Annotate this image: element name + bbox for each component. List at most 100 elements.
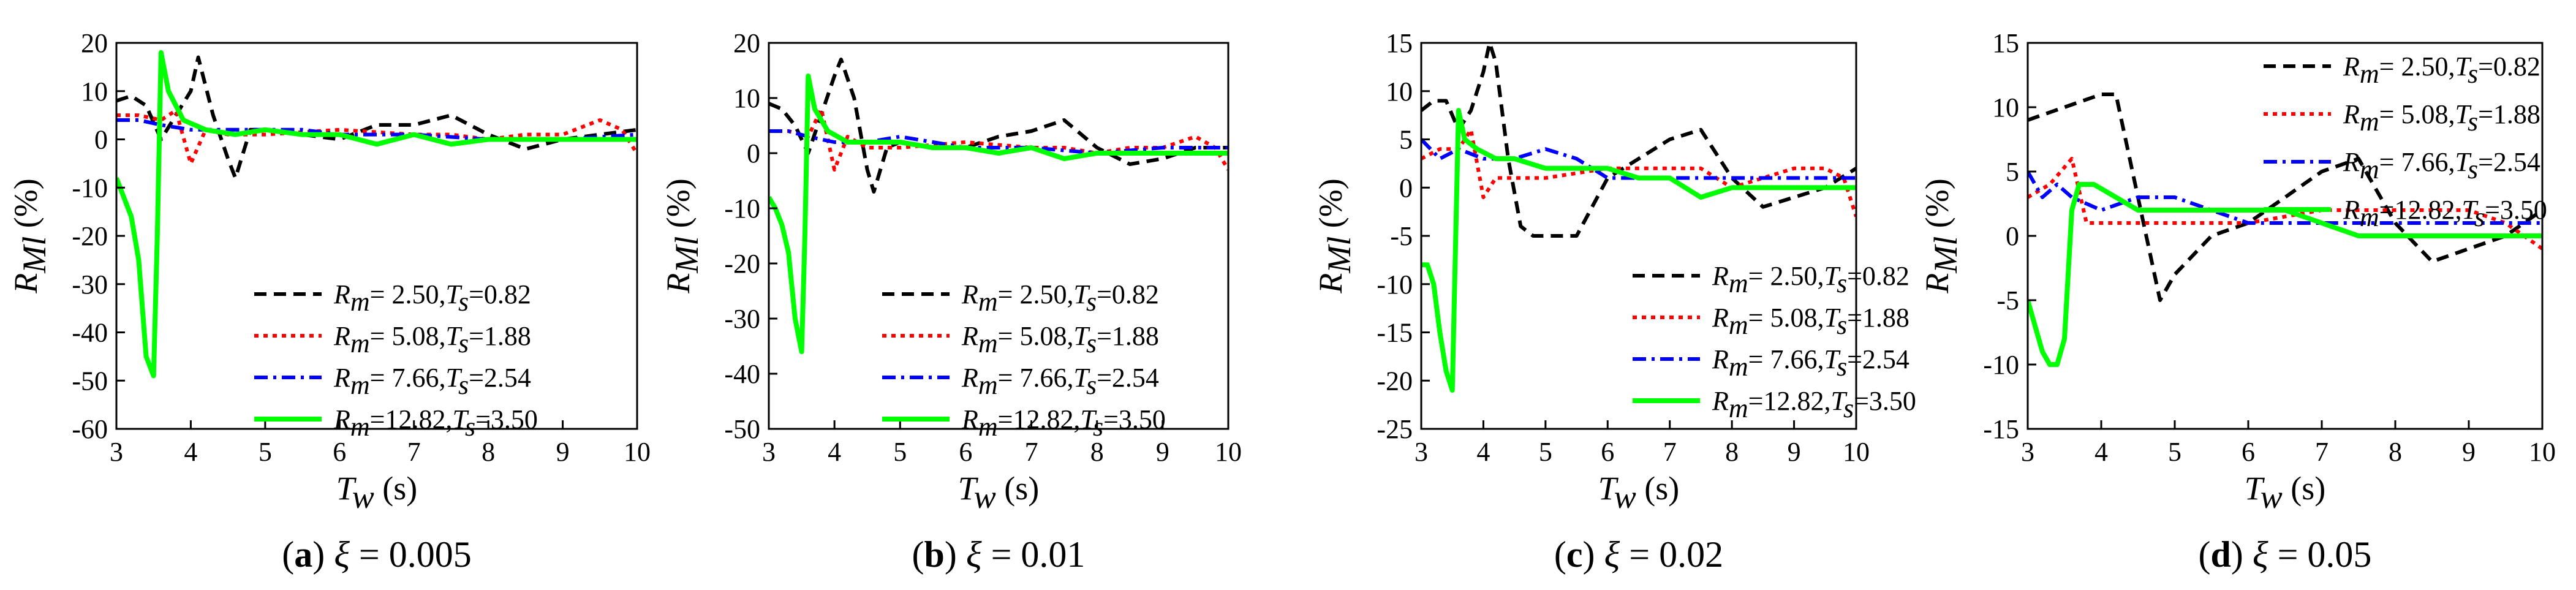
legend-label-4: Rm=12.82,Ts=3.50 — [1712, 386, 1916, 423]
legend-label-1: Rm= 2.50,Ts=0.82 — [2343, 51, 2540, 89]
x-axis-label: Tw (s) — [2245, 470, 2326, 515]
y-axis-label: RMl (%) — [1312, 178, 1358, 293]
y-tick-label: -10 — [1377, 270, 1413, 300]
panel-caption: (d) ξ = 0.05 — [2199, 534, 2372, 575]
x-tick-label: 8 — [2389, 437, 2402, 467]
chart-panel-2: 3 4 5 6 7 8 9 10 -50 -40 -30 -20 -10 0 10 20 Tw (s) RMl (… — [660, 28, 1242, 575]
y-tick-label: -10 — [72, 173, 108, 203]
y-tick-label: -30 — [724, 304, 760, 334]
x-tick-label: 4 — [2094, 437, 2108, 467]
y-axis-label: RMl (%) — [1919, 178, 1964, 293]
y-tick-label: 10 — [81, 77, 108, 107]
chart-panel-3: 3 4 5 6 7 8 9 10 -25 -20 -15 -10 -5 0 5 10 15 Tw (s) RMl (… — [1312, 28, 1916, 575]
y-tick-label: -40 — [72, 318, 108, 348]
series-line-4 — [116, 50, 637, 379]
y-tick-label: -20 — [72, 221, 108, 251]
legend: Rm= 2.50,Ts=0.82 Rm= 5.08,Ts=1.88 Rm= 7.66… — [254, 279, 538, 442]
y-tick-label: 15 — [1992, 28, 2019, 58]
y-tick-label: 10 — [733, 83, 760, 113]
y-tick-label: 0 — [94, 125, 108, 155]
x-tick-label: 7 — [407, 437, 421, 467]
x-tick-label: 9 — [556, 437, 570, 467]
x-tick-label: 6 — [2242, 437, 2255, 467]
series-line-4 — [1421, 108, 1856, 393]
y-tick-label: 20 — [81, 28, 108, 58]
series-line-2 — [769, 107, 1228, 172]
x-tick-label: 8 — [1090, 437, 1104, 467]
y-tick-label: 10 — [1992, 93, 2019, 123]
x-tick-label: 3 — [1415, 437, 1428, 467]
x-tick-label: 10 — [1843, 437, 1870, 467]
legend-label-3: Rm= 7.66,Ts=2.54 — [333, 363, 531, 400]
y-tick-label: 0 — [2006, 221, 2019, 251]
x-tick-label: 7 — [1663, 437, 1677, 467]
x-tick-label: 5 — [2168, 437, 2181, 467]
legend-label-1: Rm= 2.50,Ts=0.82 — [961, 279, 1159, 317]
y-tick-label: -20 — [724, 249, 760, 279]
x-tick-label: 6 — [959, 437, 972, 467]
legend-label-4: Rm=12.82,Ts=3.50 — [961, 404, 1166, 442]
series-line-3 — [2028, 170, 2542, 225]
series-line-4 — [769, 74, 1228, 354]
x-tick-label: 7 — [2315, 437, 2329, 467]
series-line-2 — [1421, 127, 1856, 217]
series-line-1 — [769, 58, 1228, 194]
chart-panel-4: 3 4 5 6 7 8 9 10 -15 -10 -5 0 5 10 15 Tw (s) RMl (%) Rm= … — [1919, 28, 2556, 575]
x-tick-label: 4 — [828, 437, 841, 467]
legend-label-1: Rm= 2.50,Ts=0.82 — [1712, 261, 1909, 298]
x-axis-label: Tw (s) — [958, 470, 1040, 515]
x-axis-label: Tw (s) — [1598, 470, 1680, 515]
y-tick-label: -5 — [1390, 221, 1413, 251]
x-tick-label: 3 — [110, 437, 123, 467]
series-line-4 — [2028, 182, 2542, 367]
series-line-1 — [1421, 43, 1856, 238]
y-tick-label: -50 — [72, 366, 108, 396]
x-tick-label: 6 — [1601, 437, 1614, 467]
legend-label-2: Rm= 5.08,Ts=1.88 — [333, 321, 531, 358]
legend-label-2: Rm= 5.08,Ts=1.88 — [961, 321, 1159, 358]
x-tick-label: 10 — [2529, 437, 2556, 467]
panel-caption: (c) ξ = 0.02 — [1554, 534, 1723, 575]
x-tick-label: 5 — [259, 437, 272, 467]
legend-label-2: Rm= 5.08,Ts=1.88 — [1712, 303, 1909, 340]
x-tick-label: 10 — [624, 437, 651, 467]
y-tick-label: -60 — [72, 414, 108, 444]
y-tick-label: 0 — [747, 138, 760, 168]
x-tick-label: 5 — [1539, 437, 1552, 467]
y-tick-label: 20 — [733, 28, 760, 58]
y-axis-label: RMl (%) — [660, 178, 705, 293]
legend-label-3: Rm= 7.66,Ts=2.54 — [1712, 344, 1909, 382]
legend-label-2: Rm= 5.08,Ts=1.88 — [2343, 99, 2540, 137]
legend-label-3: Rm= 7.66,Ts=2.54 — [961, 363, 1159, 400]
y-tick-label: 5 — [2006, 157, 2019, 187]
x-tick-label: 6 — [333, 437, 346, 467]
y-tick-label: -25 — [1377, 414, 1413, 444]
y-tick-label: 15 — [1386, 28, 1413, 58]
panel-caption: (b) ξ = 0.01 — [912, 534, 1086, 575]
series-line-1 — [2028, 93, 2542, 302]
x-tick-label: 3 — [2021, 437, 2034, 467]
x-tick-label: 3 — [762, 437, 776, 467]
x-axis-label: Tw (s) — [336, 470, 418, 515]
legend-label-4: Rm=12.82,Ts=3.50 — [333, 404, 538, 442]
x-tick-label: 9 — [1788, 437, 1801, 467]
y-tick-label: 5 — [1399, 125, 1413, 155]
legend: Rm= 2.50,Ts=0.82 Rm= 5.08,Ts=1.88 Rm= 7.66… — [1633, 261, 1916, 423]
y-tick-label: -30 — [72, 270, 108, 300]
plot-frame — [768, 42, 1229, 430]
legend-label-1: Rm= 2.50,Ts=0.82 — [333, 279, 531, 317]
x-tick-label: 10 — [1215, 437, 1242, 467]
legend: Rm= 2.50,Ts=0.82 Rm= 5.08,Ts=1.88 Rm= 7.66… — [882, 279, 1166, 442]
y-tick-label: -20 — [1377, 366, 1413, 396]
series-line-2 — [116, 108, 637, 165]
x-tick-label: 9 — [1156, 437, 1169, 467]
y-tick-label: 10 — [1386, 77, 1413, 107]
legend-label-4: Rm=12.82,Ts=3.50 — [2343, 195, 2547, 232]
x-tick-label: 4 — [1476, 437, 1490, 467]
legend: Rm= 2.50,Ts=0.82 Rm= 5.08,Ts=1.88 Rm= 7.66… — [2264, 51, 2547, 232]
y-tick-label: -50 — [724, 414, 760, 444]
y-tick-label: -5 — [1996, 286, 2019, 316]
y-tick-label: -10 — [724, 194, 760, 224]
series-line-1 — [116, 55, 637, 180]
